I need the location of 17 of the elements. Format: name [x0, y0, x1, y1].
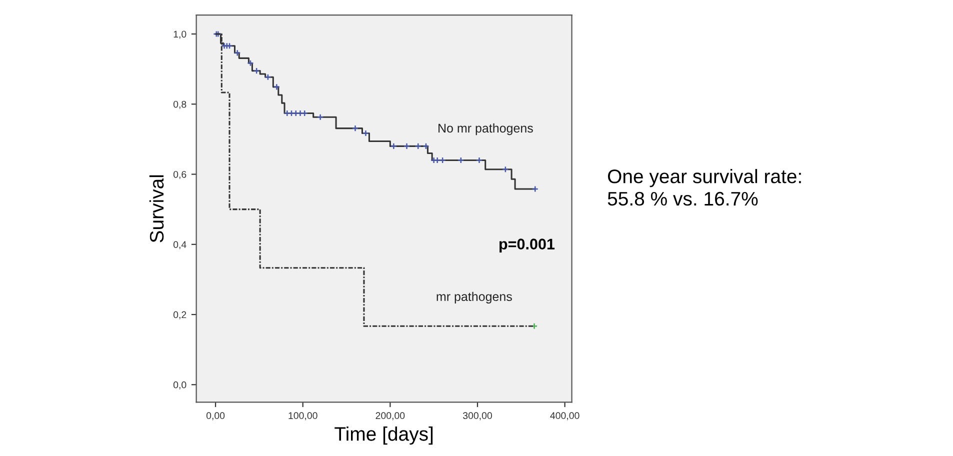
y-tick-label: 0,6 — [173, 170, 186, 180]
y-axis-title: Survival — [149, 175, 164, 242]
x-tick-label: 300,00 — [462, 412, 492, 420]
annotation: mr pathogens — [436, 292, 512, 304]
text: One year survival rate: 55.8 % vs. 16.7% — [608, 169, 801, 206]
y-tick-label: 0,2 — [173, 311, 186, 320]
annotation: p=0.001 — [500, 238, 555, 253]
x-tick-label: 0,00 — [206, 412, 225, 420]
x-tick-label: 200,00 — [376, 412, 405, 420]
x-tick-label: 400,00 — [550, 412, 580, 420]
y-tick-label: 0,8 — [173, 100, 186, 109]
annotation: No mr pathogens — [438, 123, 533, 136]
x-tick-label: 100,00 — [288, 412, 318, 420]
y-tick-label: 1,0 — [174, 30, 186, 39]
y-tick-label: 0,4 — [173, 241, 186, 250]
x-axis-title: Time [days] — [334, 426, 433, 445]
y-tick-label: 0,0 — [173, 381, 186, 390]
